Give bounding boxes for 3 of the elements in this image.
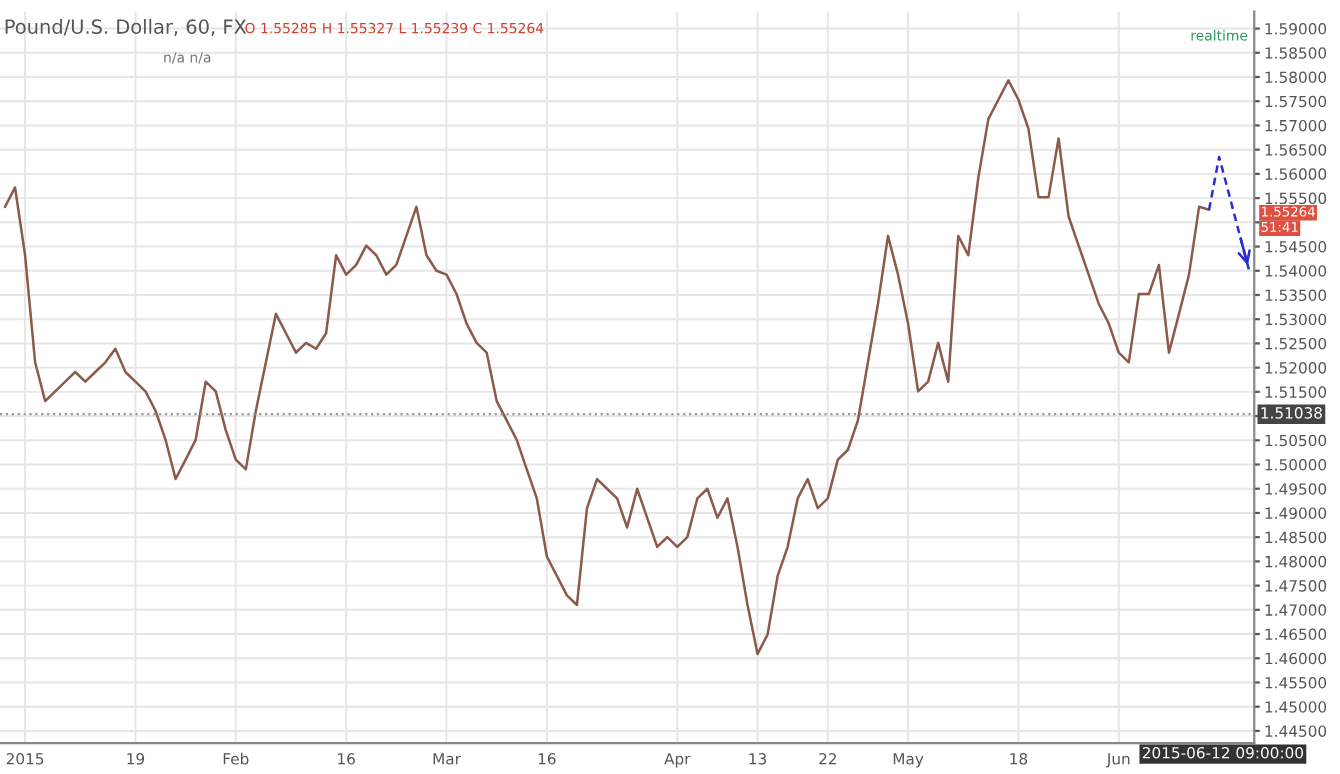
line-series <box>1207 155 1251 273</box>
annotation: Pound/U.S. Dollar, 60, FX <box>5 18 247 36</box>
line-series <box>3 79 1211 656</box>
